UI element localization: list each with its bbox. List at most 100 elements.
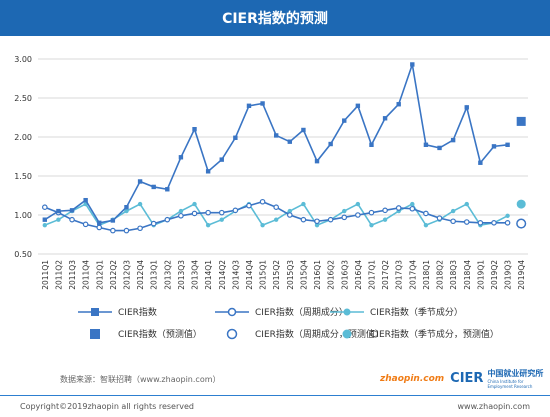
point-cier bbox=[342, 118, 347, 123]
point-season bbox=[42, 222, 48, 228]
x-tick-label: 2012Q4 bbox=[136, 260, 145, 290]
x-tick-label: 2015Q2 bbox=[272, 260, 281, 290]
point-cycle bbox=[82, 221, 89, 228]
point-season bbox=[464, 201, 469, 207]
point-cycle bbox=[123, 227, 130, 234]
point-cier bbox=[233, 135, 238, 140]
x-tick-label: 2013Q2 bbox=[163, 260, 172, 290]
cier-logo-en: China Institute for Employment Research bbox=[487, 379, 533, 389]
point-cier bbox=[478, 160, 483, 165]
point-season bbox=[192, 201, 197, 207]
x-tick-label: 2019Q2 bbox=[490, 260, 499, 290]
point-season bbox=[342, 208, 347, 214]
legend-symbol-circle-filled bbox=[342, 329, 352, 338]
website-link[interactable]: www.zhaopin.com bbox=[457, 402, 530, 411]
point-season bbox=[382, 217, 388, 222]
x-tick-label: 2012Q3 bbox=[122, 260, 131, 290]
point-cycle bbox=[409, 205, 416, 212]
point-cycle bbox=[191, 210, 198, 217]
point-season bbox=[205, 222, 211, 228]
forecast-point-cier bbox=[516, 116, 526, 126]
copyright: Copyright©2019zhaopin all rights reserve… bbox=[20, 402, 194, 411]
point-cier bbox=[165, 187, 170, 192]
point-cycle bbox=[42, 204, 48, 211]
point-cycle bbox=[327, 216, 334, 223]
x-tick-label: 2014Q4 bbox=[245, 260, 254, 290]
line-chart: 0.50 1.00 1.50 2.00 2.50 3.00 2011Q1 2011Q2 2011… bbox=[14, 55, 528, 290]
point-cier bbox=[287, 139, 293, 144]
point-cier bbox=[83, 197, 88, 203]
x-tick-label: 2012Q2 bbox=[109, 260, 118, 290]
x-tick-label: 2019Q1 bbox=[476, 260, 485, 290]
point-cier bbox=[328, 141, 333, 147]
legend-label-cycle: CIER指数（周期成分） bbox=[255, 308, 348, 318]
x-tick-label: 2014Q1 bbox=[204, 260, 213, 290]
x-tick-label: 2011Q2 bbox=[54, 260, 63, 290]
point-cier bbox=[151, 184, 156, 190]
legend-label-cier-forecast: CIER指数（预测值） bbox=[118, 330, 202, 340]
point-cier bbox=[437, 145, 442, 151]
x-tick-label: 2016Q1 bbox=[313, 260, 322, 290]
legend-label-cier: CIER指数 bbox=[118, 308, 157, 318]
point-cycle bbox=[178, 212, 184, 219]
data-source: 数据来源：智联招聘（www.zhaopin.com） bbox=[60, 375, 221, 384]
series-line-cier bbox=[44, 64, 508, 224]
point-cier bbox=[69, 208, 75, 213]
x-tick-label: 2016Q3 bbox=[340, 260, 349, 290]
point-season bbox=[178, 208, 184, 214]
legend-label-cycle-forecast: CIER指数（周期成分，预测值） bbox=[255, 330, 384, 340]
point-cier bbox=[137, 179, 143, 184]
point-season bbox=[137, 201, 143, 207]
point-cier bbox=[301, 127, 306, 133]
point-season bbox=[219, 217, 224, 222]
point-cier bbox=[369, 142, 374, 147]
x-tick-label: 2014Q3 bbox=[231, 260, 240, 290]
point-season bbox=[273, 217, 279, 222]
x-tick-label: 2018Q3 bbox=[449, 260, 458, 290]
y-tick-label: 2.50 bbox=[14, 94, 32, 103]
point-season bbox=[301, 201, 306, 207]
cier-logo-cn: 中国就业研究所 bbox=[487, 369, 544, 378]
x-tick-label: 2017Q2 bbox=[381, 260, 390, 290]
chart-title: CIER指数的预测 bbox=[0, 0, 550, 36]
x-tick-label: 2012Q1 bbox=[95, 260, 104, 290]
x-tick-label: 2013Q4 bbox=[191, 260, 200, 290]
point-cycle bbox=[382, 207, 388, 214]
x-tick-label: 2018Q1 bbox=[422, 260, 431, 290]
y-tick-label: 3.00 bbox=[14, 55, 32, 64]
legend-item-cier: CIER指数 bbox=[78, 305, 157, 318]
y-tick-label: 1.00 bbox=[14, 211, 32, 220]
point-cier bbox=[178, 155, 184, 160]
point-cier bbox=[219, 157, 224, 162]
legend-item-cycle-forecast: CIER指数（周期成分，预测值） bbox=[215, 327, 384, 340]
legend-symbol-circle-open-line bbox=[215, 307, 249, 316]
x-tick-label: 2016Q2 bbox=[327, 260, 336, 290]
point-cycle bbox=[423, 210, 429, 217]
point-season bbox=[355, 201, 361, 207]
point-cycle bbox=[137, 225, 143, 232]
x-tick-label: 2019Q3 bbox=[504, 260, 513, 290]
point-season bbox=[369, 222, 374, 228]
point-cycle bbox=[205, 209, 211, 216]
x-tick-label: 2017Q3 bbox=[395, 260, 404, 290]
point-cycle bbox=[287, 212, 293, 218]
forecast-point-cycle bbox=[516, 218, 527, 229]
x-tick-label: 2011Q4 bbox=[82, 260, 91, 290]
point-cier bbox=[273, 133, 279, 138]
point-cier bbox=[410, 62, 415, 67]
point-cier bbox=[314, 158, 320, 164]
y-tick-label: 0.50 bbox=[14, 250, 32, 259]
forecast-point-season bbox=[516, 199, 526, 209]
point-season bbox=[124, 208, 129, 214]
point-season bbox=[410, 201, 415, 207]
point-cycle bbox=[273, 204, 279, 211]
point-cycle bbox=[436, 215, 443, 221]
point-season bbox=[505, 213, 510, 218]
point-cycle bbox=[314, 218, 320, 225]
y-tick-label: 2.00 bbox=[14, 133, 32, 142]
point-cycle bbox=[69, 216, 75, 223]
point-cycle bbox=[259, 198, 266, 205]
point-cycle bbox=[504, 220, 511, 226]
point-cycle bbox=[232, 207, 239, 214]
x-tick-label: 2018Q4 bbox=[463, 260, 472, 290]
